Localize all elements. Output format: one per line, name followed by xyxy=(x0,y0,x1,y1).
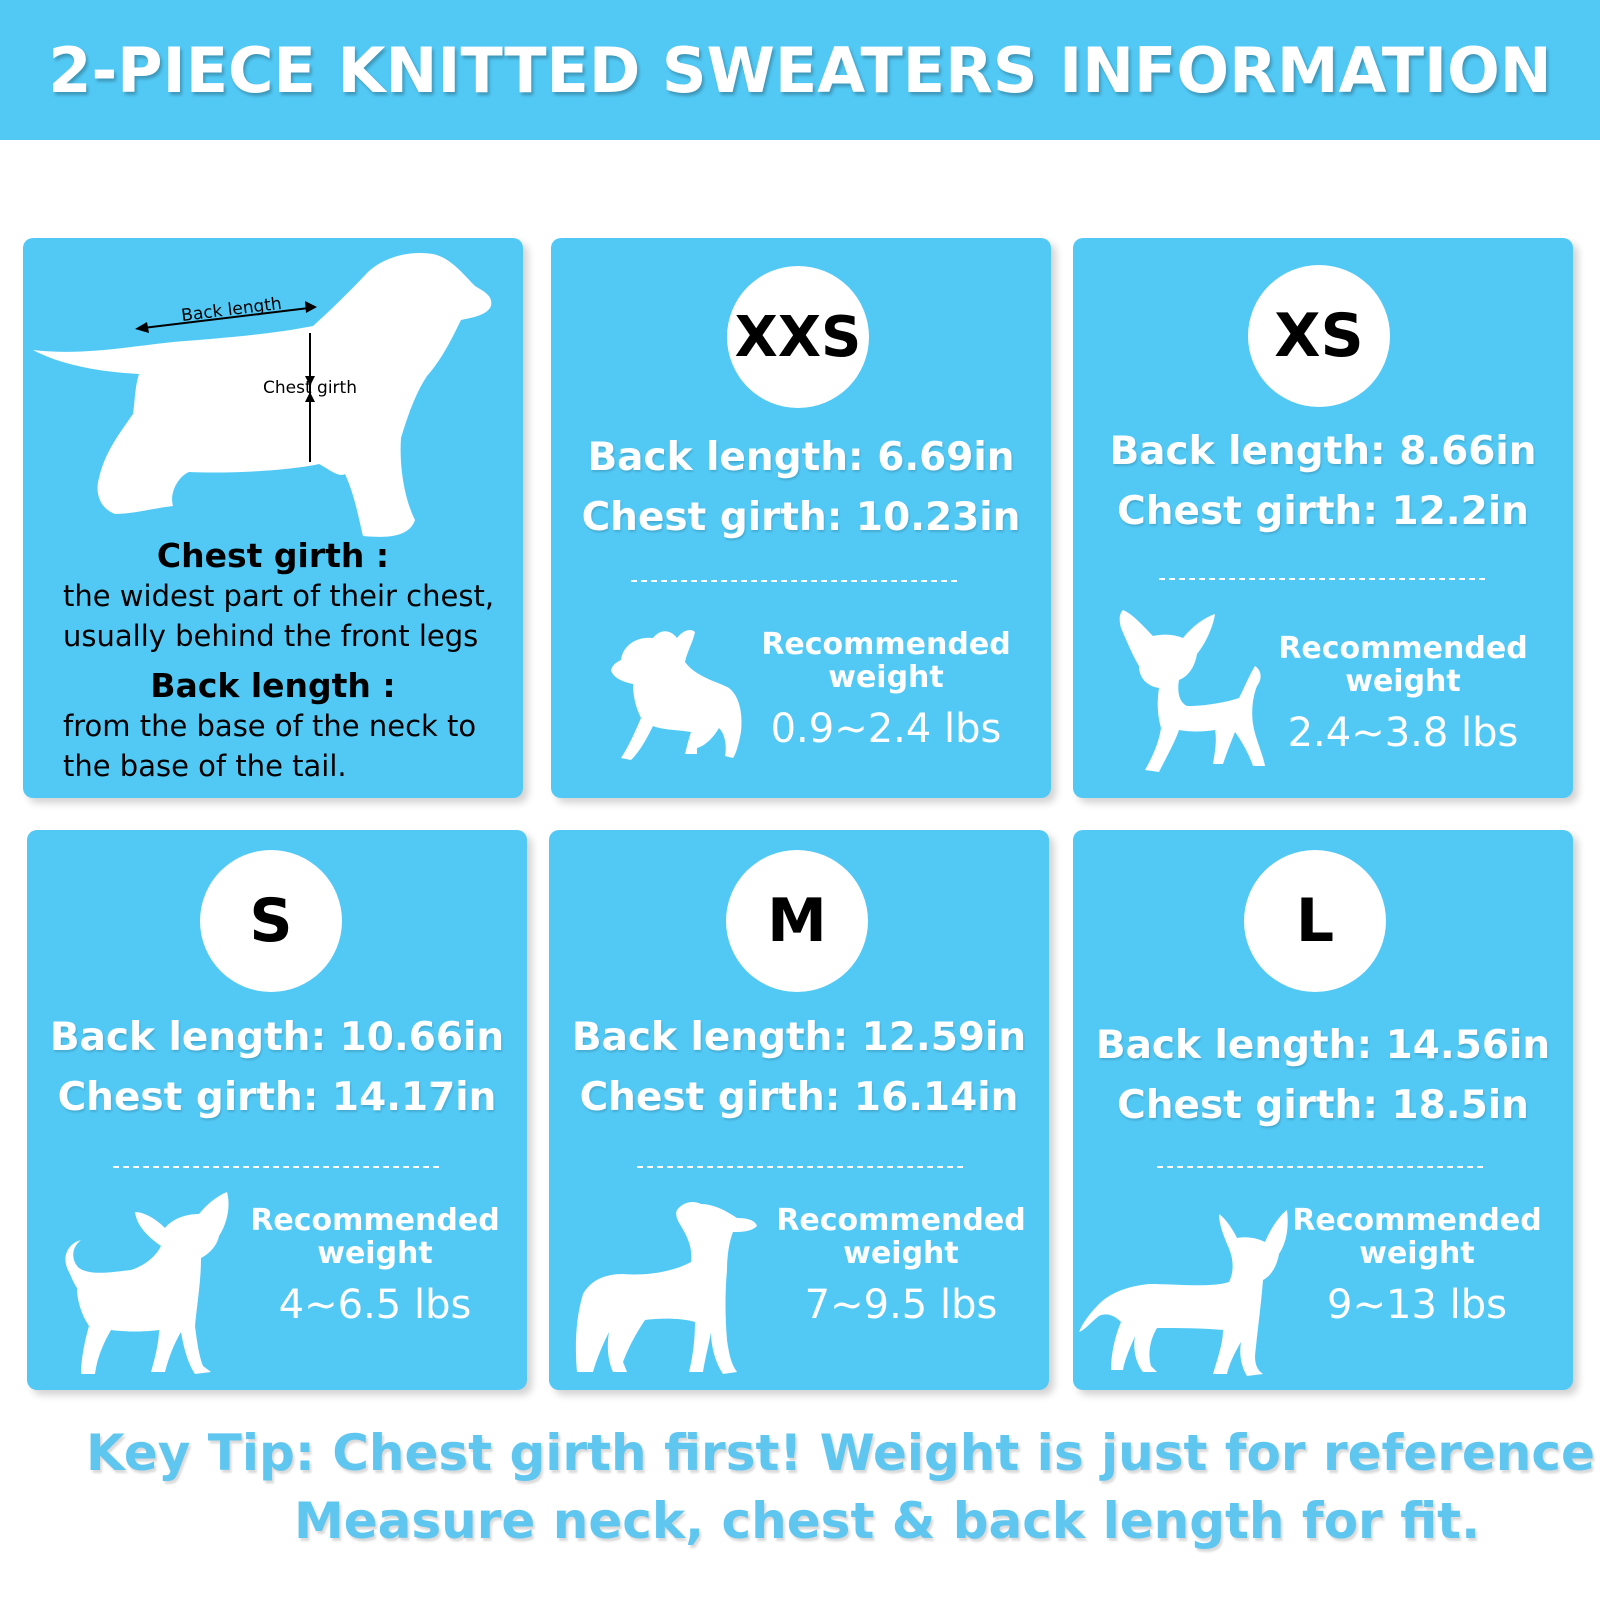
weight-label: weight xyxy=(1345,664,1461,699)
back-length-value: Back length: 12.59in xyxy=(571,1015,1027,1060)
weight-value: 4~6.5 lbs xyxy=(278,1282,472,1328)
recommended-label: Recommended xyxy=(1278,631,1528,666)
back-length-value: Back length: 8.66in xyxy=(1109,429,1537,474)
weight-value: 2.4~3.8 lbs xyxy=(1287,710,1519,756)
weight-value: 9~13 lbs xyxy=(1327,1282,1507,1328)
weight-label: weight xyxy=(843,1236,959,1271)
diagram-back-label: Back length xyxy=(180,294,283,326)
size-card-s: S Back length: 10.66in Chest girth: 14.1… xyxy=(27,830,527,1390)
back-length-desc-1: from the base of the neck to xyxy=(63,709,477,743)
back-length-value: Back length: 6.69in xyxy=(587,435,1015,480)
divider xyxy=(631,580,957,582)
recommended-label: Recommended xyxy=(761,627,1011,662)
chest-girth-heading: Chest girth : xyxy=(156,536,390,575)
weight-label: weight xyxy=(317,1236,433,1271)
back-length-value: Back length: 10.66in xyxy=(49,1015,505,1060)
chest-girth-value: Chest girth: 16.14in xyxy=(579,1075,1019,1120)
small-dog-standing-icon xyxy=(575,1202,757,1374)
back-length-heading: Back length : xyxy=(150,666,396,705)
size-card-xxs: XXS Back length: 6.69in Chest girth: 10.… xyxy=(551,238,1051,798)
recommended-weight: Recommended weight 9~13 lbs xyxy=(1287,1204,1547,1334)
measurements: Back length: 14.56in Chest girth: 18.5in xyxy=(1073,1016,1573,1136)
size-badge: L xyxy=(1244,850,1386,992)
size-badge: M xyxy=(726,850,868,992)
weight-value: 7~9.5 lbs xyxy=(804,1282,998,1328)
chest-girth-value: Chest girth: 10.23in xyxy=(581,495,1021,540)
measurements: Back length: 12.59in Chest girth: 16.14i… xyxy=(549,1008,1049,1128)
chihuahua-standing-icon xyxy=(65,1192,229,1374)
dog-measurement-diagram: Back length Chest girth xyxy=(33,252,492,537)
size-card-l: L Back length: 14.56in Chest girth: 18.5… xyxy=(1073,830,1573,1390)
recommended-label: Recommended xyxy=(250,1203,500,1238)
puppy-silhouette-icon xyxy=(611,630,742,760)
title-banner: 2-PIECE KNITTED SWEATERS INFORMATION xyxy=(0,0,1600,140)
divider xyxy=(113,1166,439,1168)
chihuahua-sitting-icon xyxy=(1119,610,1265,772)
guide-text: Chest girth : the widest part of their c… xyxy=(23,536,523,786)
weight-label: weight xyxy=(828,660,944,695)
key-tip-line-1: Key Tip: Chest girth first! Weight is ju… xyxy=(86,1424,1600,1482)
large-chihuahua-standing-icon xyxy=(1079,1210,1288,1376)
measurement-guide-card: Back length Chest girth Chest girth : th… xyxy=(23,238,523,798)
labrador-silhouette-icon xyxy=(33,252,492,537)
back-length-value: Back length: 14.56in xyxy=(1095,1023,1551,1068)
chest-girth-value: Chest girth: 14.17in xyxy=(57,1075,497,1120)
recommended-label: Recommended xyxy=(1292,1203,1542,1238)
recommended-weight: Recommended weight 7~9.5 lbs xyxy=(771,1204,1031,1334)
size-card-xs: XS Back length: 8.66in Chest girth: 12.2… xyxy=(1073,238,1573,798)
back-length-desc-2: the base of the tail. xyxy=(63,749,347,783)
recommended-weight: Recommended weight 2.4~3.8 lbs xyxy=(1273,632,1533,762)
chest-girth-desc-1: the widest part of their chest, xyxy=(63,579,495,613)
weight-value: 0.9~2.4 lbs xyxy=(770,706,1002,752)
measurements: Back length: 6.69in Chest girth: 10.23in xyxy=(551,428,1051,548)
page-title: 2-PIECE KNITTED SWEATERS INFORMATION xyxy=(48,33,1552,107)
diagram-chest-label: Chest girth xyxy=(263,378,357,398)
size-badge: XS xyxy=(1248,265,1390,407)
key-tip-line-2: Measure neck, chest & back length for fi… xyxy=(294,1492,1481,1550)
recommended-weight: Recommended weight 0.9~2.4 lbs xyxy=(756,628,1016,758)
recommended-weight: Recommended weight 4~6.5 lbs xyxy=(245,1204,505,1334)
weight-label: weight xyxy=(1359,1236,1475,1271)
size-card-m: M Back length: 12.59in Chest girth: 16.1… xyxy=(549,830,1049,1390)
divider xyxy=(637,1166,963,1168)
size-badge: S xyxy=(200,850,342,992)
chest-girth-value: Chest girth: 18.5in xyxy=(1117,1083,1529,1128)
size-badge: XXS xyxy=(727,266,869,408)
measurements: Back length: 10.66in Chest girth: 14.17i… xyxy=(27,1008,527,1128)
chest-girth-desc-2: usually behind the front legs xyxy=(63,619,479,653)
recommended-label: Recommended xyxy=(776,1203,1026,1238)
divider xyxy=(1157,1166,1483,1168)
divider xyxy=(1159,578,1485,580)
measurements: Back length: 8.66in Chest girth: 12.2in xyxy=(1073,422,1573,542)
chest-girth-value: Chest girth: 12.2in xyxy=(1117,489,1529,534)
